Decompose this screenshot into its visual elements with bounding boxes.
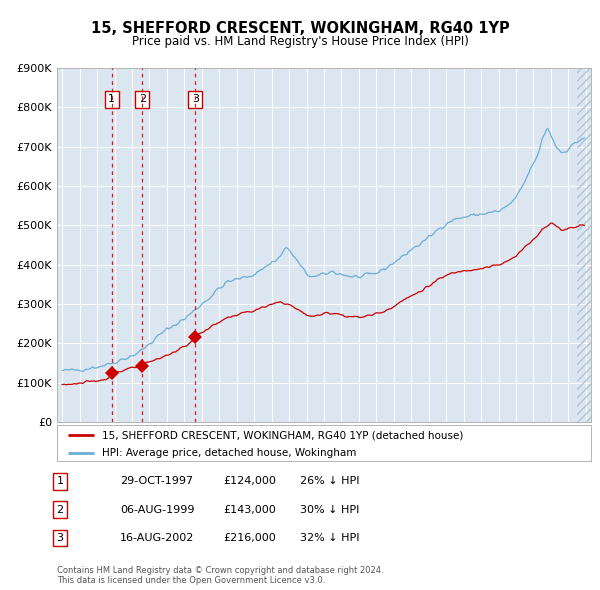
Text: 26% ↓ HPI: 26% ↓ HPI: [300, 477, 359, 486]
Text: 2: 2: [56, 505, 64, 514]
Text: 06-AUG-1999: 06-AUG-1999: [120, 505, 194, 514]
Text: HPI: Average price, detached house, Wokingham: HPI: Average price, detached house, Woki…: [103, 448, 357, 458]
Text: 1: 1: [108, 94, 115, 104]
Text: 3: 3: [56, 533, 64, 543]
Text: Contains HM Land Registry data © Crown copyright and database right 2024.
This d: Contains HM Land Registry data © Crown c…: [57, 566, 383, 585]
Text: 15, SHEFFORD CRESCENT, WOKINGHAM, RG40 1YP: 15, SHEFFORD CRESCENT, WOKINGHAM, RG40 1…: [91, 21, 509, 35]
Text: 16-AUG-2002: 16-AUG-2002: [120, 533, 194, 543]
Text: 3: 3: [192, 94, 199, 104]
Text: 15, SHEFFORD CRESCENT, WOKINGHAM, RG40 1YP (detached house): 15, SHEFFORD CRESCENT, WOKINGHAM, RG40 1…: [103, 430, 464, 440]
Text: 32% ↓ HPI: 32% ↓ HPI: [300, 533, 359, 543]
Text: 1: 1: [56, 477, 64, 486]
Text: £216,000: £216,000: [223, 533, 276, 543]
Text: £143,000: £143,000: [223, 505, 276, 514]
Text: 30% ↓ HPI: 30% ↓ HPI: [300, 505, 359, 514]
Text: Price paid vs. HM Land Registry's House Price Index (HPI): Price paid vs. HM Land Registry's House …: [131, 35, 469, 48]
Text: £124,000: £124,000: [223, 477, 276, 486]
Text: 2: 2: [139, 94, 146, 104]
Text: 29-OCT-1997: 29-OCT-1997: [120, 477, 193, 486]
